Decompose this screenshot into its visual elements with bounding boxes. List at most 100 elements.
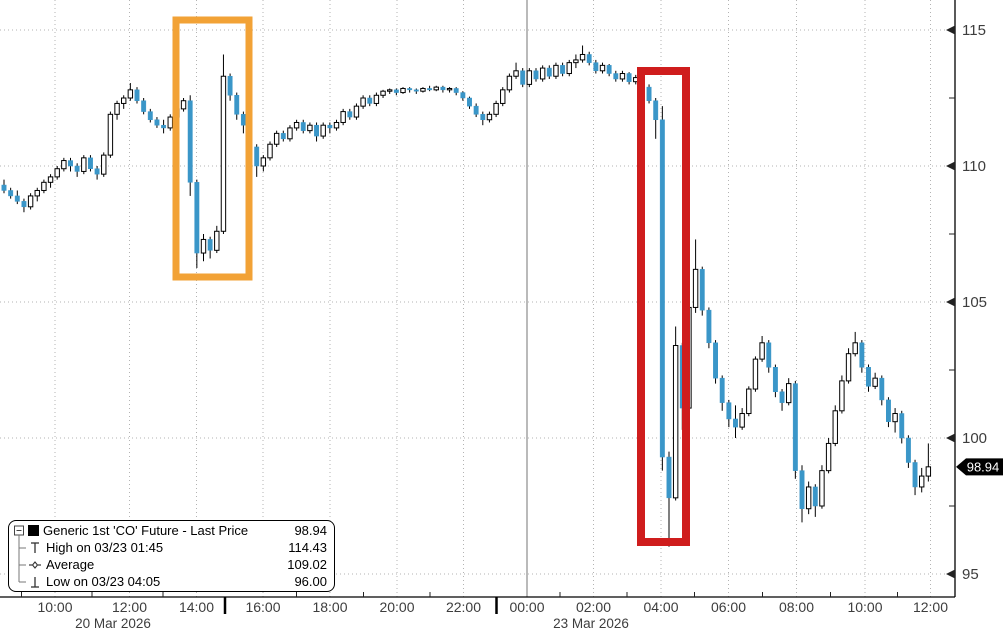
candle-up xyxy=(167,116,173,129)
candle-down xyxy=(606,65,612,74)
candle-down xyxy=(733,418,738,428)
candle-up xyxy=(420,87,426,92)
candle-up xyxy=(553,64,559,77)
legend-box: Generic 1st 'CO' Future - Last Price 98.… xyxy=(8,520,335,592)
candle-up xyxy=(353,105,360,118)
legend-row-high: High on 03/23 01:45 114.43 xyxy=(13,538,327,557)
candle-down xyxy=(879,377,885,401)
legend-row-average: Average 109.02 xyxy=(13,555,327,574)
candle-down xyxy=(187,100,193,183)
x-axis-label: 10:00 xyxy=(847,599,882,615)
legend-average-value: 109.02 xyxy=(287,557,327,572)
candle-down xyxy=(533,70,539,80)
candle-down xyxy=(234,95,240,115)
candle-down xyxy=(713,342,718,379)
tree-branch-end xyxy=(18,572,26,582)
candle-down xyxy=(280,133,286,140)
candle-up xyxy=(839,380,845,412)
x-axis-label: 06:00 xyxy=(711,599,746,615)
candle-up xyxy=(500,89,506,104)
candle-up xyxy=(493,102,499,115)
candle-down xyxy=(520,70,526,85)
candle-down xyxy=(254,146,260,167)
tree-branch xyxy=(18,555,26,574)
candle-up xyxy=(200,238,207,254)
candle-down xyxy=(726,402,732,420)
candle-down xyxy=(8,190,14,197)
candle-down xyxy=(546,67,552,77)
x-axis-label: 00:00 xyxy=(509,599,544,615)
legend-low-value: 96.00 xyxy=(294,574,327,589)
candle-down xyxy=(886,399,891,422)
candle-up xyxy=(400,87,406,94)
candle-down xyxy=(207,239,213,251)
candle-up xyxy=(61,160,67,170)
candle-down xyxy=(706,309,712,344)
candle-down xyxy=(154,119,160,126)
candle-down xyxy=(653,100,659,121)
candle-down xyxy=(560,65,566,74)
candles-layer xyxy=(1,45,932,547)
candle-up xyxy=(925,466,932,477)
legend-last-price-value: 98.94 xyxy=(294,523,327,538)
candle-up xyxy=(599,64,606,72)
candle-up xyxy=(101,154,107,175)
candle-up xyxy=(786,383,792,404)
candle-up xyxy=(672,345,679,499)
candle-down xyxy=(766,342,772,368)
x-axis-label: 10:00 xyxy=(37,599,72,615)
high-marker-icon xyxy=(31,541,39,553)
candle-up xyxy=(34,189,40,197)
tree-collapse-icon[interactable] xyxy=(13,522,28,540)
legend-average-label: Average xyxy=(46,557,95,572)
highlight-orange-box xyxy=(172,16,253,281)
series-swatch xyxy=(28,525,39,536)
candle-up xyxy=(872,377,878,387)
candle-down xyxy=(613,73,619,80)
candle-down xyxy=(626,73,632,82)
candle-up xyxy=(825,442,832,472)
candle-down xyxy=(659,119,665,458)
candle-up xyxy=(486,113,493,121)
y-axis-label: 110 xyxy=(962,158,986,175)
y-tick-arrow xyxy=(946,25,955,35)
candle-up xyxy=(852,342,858,355)
last-price-tag xyxy=(956,458,1003,476)
x-axis-label: 14:00 xyxy=(179,599,214,615)
x-axis-label: 18:00 xyxy=(312,599,347,615)
candle-down xyxy=(646,86,652,101)
legend-high-label: High on 03/23 01:45 xyxy=(46,540,164,555)
candle-up xyxy=(573,59,579,64)
y-tick-arrow xyxy=(946,433,955,443)
x-axis-label: 12:00 xyxy=(112,599,147,615)
candle-up xyxy=(845,353,852,382)
candle-down xyxy=(719,377,725,403)
candle-up xyxy=(919,475,925,488)
candle-up xyxy=(892,413,898,423)
candle-down xyxy=(88,157,93,169)
candle-down xyxy=(407,88,413,91)
candle-up xyxy=(513,70,519,77)
x-axis-date-label: 23 Mar 2026 xyxy=(553,616,629,631)
y-axis-label: 95 xyxy=(962,566,979,583)
candle-down xyxy=(161,124,167,129)
low-marker-icon xyxy=(31,576,39,588)
candle-up xyxy=(121,97,127,104)
candle-up xyxy=(81,157,87,172)
candle-down xyxy=(779,391,785,403)
y-tick-arrow xyxy=(946,161,955,171)
candle-up xyxy=(446,87,453,91)
tree-branch xyxy=(18,538,26,557)
candle-down xyxy=(859,342,865,368)
candle-up xyxy=(526,70,533,85)
x-axis-date-label: 20 Mar 2026 xyxy=(75,616,151,631)
candle-up xyxy=(27,195,34,208)
candle-down xyxy=(586,54,592,63)
x-axis-label: 04:00 xyxy=(643,599,678,615)
candle-down xyxy=(314,124,320,137)
candle-down xyxy=(473,105,479,115)
candle-down xyxy=(21,201,27,208)
candle-up xyxy=(47,176,54,183)
